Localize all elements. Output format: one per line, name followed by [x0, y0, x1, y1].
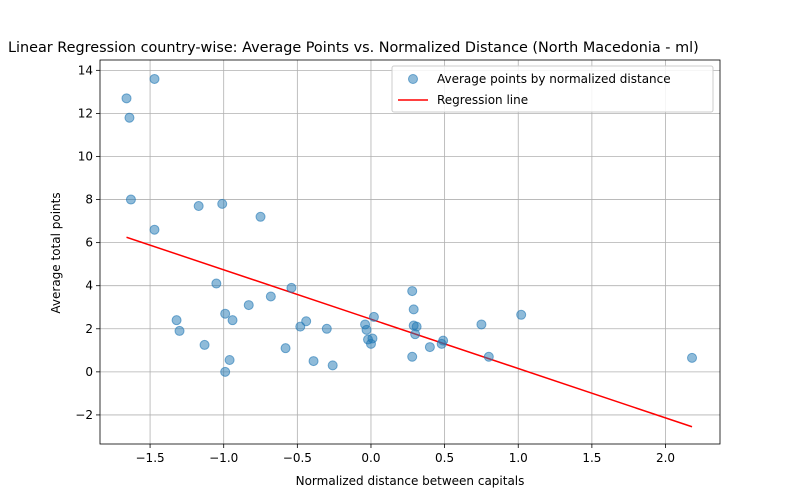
scatter-point [125, 194, 136, 205]
x-tick-label: 0.0 [361, 451, 380, 465]
scatter-point [227, 315, 238, 326]
scatter-point [408, 304, 419, 315]
x-tick-label: −1.0 [209, 451, 238, 465]
scatter-point [243, 300, 254, 311]
y-tick-label: 12 [78, 106, 93, 120]
scatter-point [280, 343, 291, 354]
scatter-point [224, 355, 235, 366]
scatter-point [411, 321, 422, 332]
scatter-point [361, 324, 372, 335]
regression-layer [126, 236, 693, 428]
legend-label-scatter: Average points by normalized distance [437, 72, 671, 86]
scatter-point [301, 316, 312, 327]
x-tick-label: −0.5 [283, 451, 312, 465]
scatter-point [286, 282, 297, 293]
y-tick-label: 2 [85, 322, 93, 336]
regression-line [126, 236, 693, 428]
scatter-point [171, 315, 182, 326]
y-axis-label: Average total points [49, 192, 63, 313]
y-tick-label: 4 [85, 279, 93, 293]
scatter-point [308, 356, 319, 367]
plot-frame [99, 59, 721, 445]
scatter-point [199, 339, 210, 350]
y-tick-label: 14 [78, 63, 93, 77]
tick-layer: −1.5 −1.0 −0.5 0.0 0.5 1.0 1.5 2.0 −2 0 2 4 6 8 10 12 14 [75, 63, 675, 465]
x-axis-label: Normalized distance between capitals [296, 474, 525, 488]
scatter-point [217, 198, 228, 209]
chart-title: Linear Regression country-wise: Average … [8, 40, 699, 56]
y-tick-label: 0 [85, 365, 93, 379]
scatter-point [255, 211, 266, 222]
scatter-point [149, 224, 160, 235]
scatter-point [368, 311, 379, 322]
legend-label-line: Regression line [437, 93, 528, 107]
scatter-point [174, 325, 185, 336]
scatter-point [121, 93, 132, 104]
scatter-point [476, 319, 487, 330]
scatter-point [220, 308, 231, 319]
scatter-layer [121, 73, 698, 377]
scatter-point [687, 352, 698, 363]
x-tick-label: −1.5 [136, 451, 165, 465]
scatter-point [424, 342, 435, 353]
x-tick-label: 1.5 [582, 451, 601, 465]
y-tick-label: 8 [85, 193, 93, 207]
x-tick-label: 1.0 [509, 451, 528, 465]
y-tick-label: 10 [78, 149, 93, 163]
legend-marker-scatter [408, 74, 418, 84]
scatter-point [407, 351, 418, 362]
scatter-point [220, 366, 231, 377]
scatter-point [407, 286, 418, 297]
x-tick-label: 0.5 [435, 451, 454, 465]
scatter-point [483, 351, 494, 362]
legend: Average points by normalized distance Re… [391, 65, 714, 113]
y-tick-label: −2 [75, 408, 93, 422]
scatter-point [211, 278, 222, 289]
scatter-point [367, 333, 378, 344]
y-tick-label: 6 [85, 236, 93, 250]
scatter-point [149, 73, 160, 84]
legend-box [391, 65, 714, 113]
scatter-point [265, 291, 276, 302]
scatter-point [516, 309, 527, 320]
scatter-point [321, 323, 332, 334]
scatter-point [327, 360, 338, 371]
x-tick-label: 2.0 [656, 451, 675, 465]
scatter-point [438, 335, 449, 346]
scatter-point [193, 201, 204, 212]
scatter-point [124, 112, 135, 123]
